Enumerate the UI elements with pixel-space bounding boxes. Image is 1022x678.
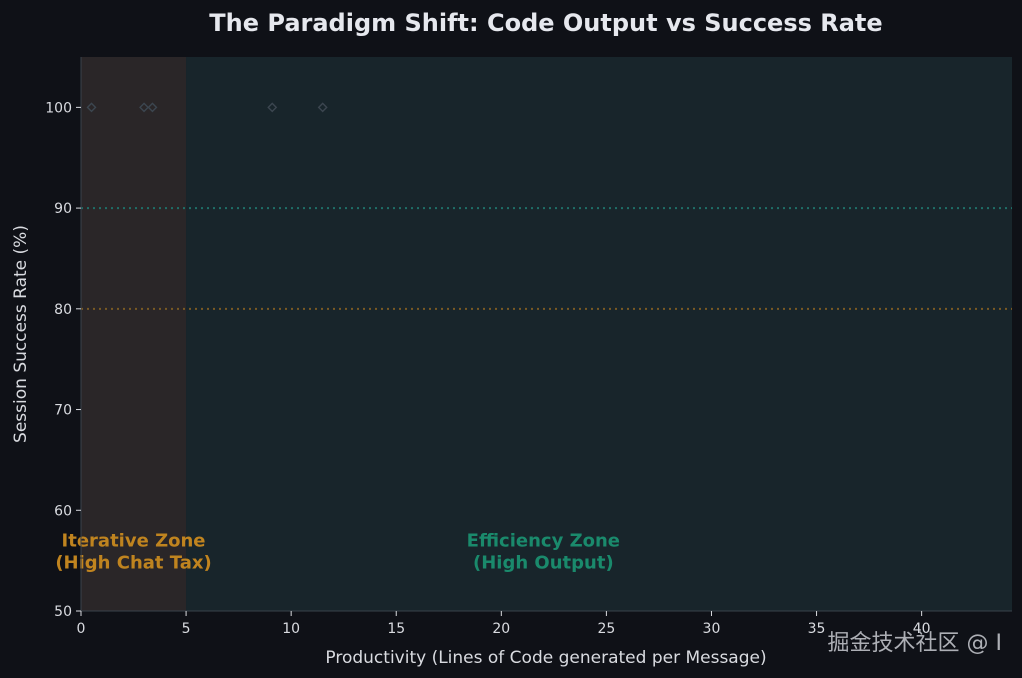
zone-label-efficiency: Efficiency Zone [467, 531, 620, 552]
y-tick-label: 90 [54, 201, 72, 217]
x-tick-label: 15 [387, 621, 405, 637]
y-tick-label: 80 [54, 302, 72, 318]
x-tick-label: 10 [282, 621, 300, 637]
y-tick-label: 100 [45, 100, 72, 116]
zone-sublabel-iterative: (High Chat Tax) [55, 553, 211, 574]
x-tick-label: 25 [597, 621, 615, 637]
y-tick-label: 50 [54, 604, 72, 620]
zone-band-efficiency [186, 57, 1013, 611]
data-point [139, 102, 150, 113]
chart-title: The Paradigm Shift: Code Output vs Succe… [209, 9, 882, 37]
x-axis-title: Productivity (Lines of Code generated pe… [325, 648, 766, 668]
y-tick-label: 70 [54, 403, 72, 419]
zone-band-iterative [81, 57, 187, 611]
zone-label-iterative: Iterative Zone [62, 531, 206, 552]
plot-area: Iterative Zone(High Chat Tax) Efficiency … [45, 57, 1013, 637]
data-point [86, 102, 97, 113]
data-point [317, 102, 328, 113]
data-point [267, 102, 278, 113]
zone-sublabel-efficiency: (High Output) [473, 553, 614, 574]
data-point [147, 102, 158, 113]
x-tick-label: 0 [77, 621, 86, 637]
x-tick-label: 35 [808, 621, 826, 637]
x-tick-label: 5 [182, 621, 191, 637]
x-tick-label: 40 [913, 621, 931, 637]
x-tick-label: 20 [492, 621, 510, 637]
watermark: 掘金技术社区 @ I [828, 631, 1002, 656]
y-tick-label: 60 [54, 503, 72, 519]
y-axis-title: Session Success Rate (%) [11, 225, 31, 443]
x-tick-label: 30 [703, 621, 721, 637]
